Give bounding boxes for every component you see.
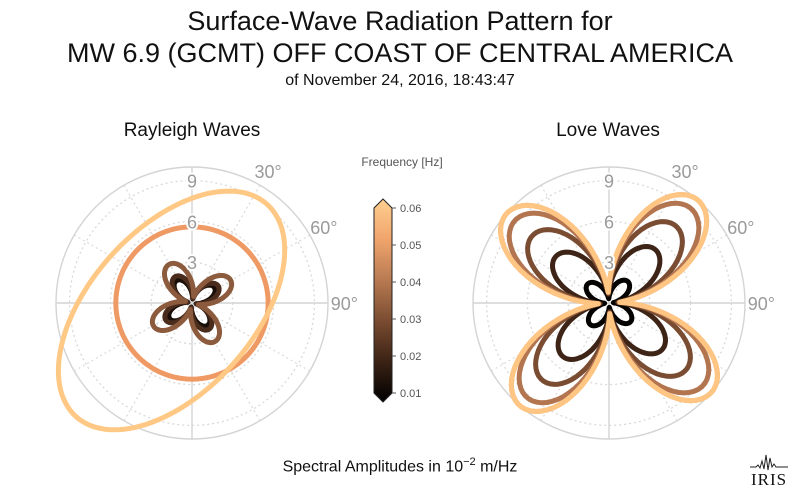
radial-tick-label-6: 6 [604,212,614,232]
chart-title-line-1: Surface-Wave Radiation Pattern for [187,6,613,36]
colorbar-tick-label-0.06: 0.06 [400,203,421,215]
logo-text: IRIS [750,470,788,489]
frequency-colorbar: 0.01 0.02 0.03 0.04 0.05 0.06 [373,198,421,403]
angle-tick-label-30: 30° [255,162,282,182]
radial-tick-label-3: 3 [604,253,614,273]
radial-tick-label-9: 9 [187,172,197,192]
radial-tick-label-9: 9 [604,172,614,192]
units-suffix: m/Hz [475,458,518,476]
units-exponent: −2 [463,456,476,468]
rayleigh-plot-title: Rayleigh Waves [123,120,261,141]
colorbar-tick-label-0.01: 0.01 [400,388,421,400]
iris-logo: IRIS [748,452,790,490]
chart-title-line-3: of November 24, 2016, 18:43:47 [285,72,515,89]
rayleigh-polar-plot: 3 6 9 30° 60° 90° [55,160,360,440]
rayleigh-curve-0.06-hz [55,188,288,433]
angle-tick-label-90: 90° [748,294,775,314]
love-polar-plot: 3 6 9 30° 60° 90° [472,160,777,440]
love-curve-0.06-hz [498,192,720,414]
love-plot-title: Love Waves [556,120,660,141]
angle-tick-label-30: 30° [672,162,699,182]
love-curve-0.01-hz [583,277,635,329]
colorbar-gradient [373,198,393,403]
colorbar-tick-label-0.05: 0.05 [400,240,421,252]
angle-tick-label-90: 90° [331,294,358,314]
angle-tick-label-60: 60° [727,218,754,238]
angle-tick-label-60: 60° [310,218,337,238]
amplitude-units-label: Spectral Amplitudes in 10−2 m/Hz [0,456,800,476]
rayleigh-curve-0.03-hz [149,260,235,346]
colorbar-tick-label-0.02: 0.02 [400,351,421,363]
colorbar-tick-label-0.04: 0.04 [400,277,421,289]
rayleigh-curve-0.045-hz [113,224,271,382]
chart-title-line-2: MW 6.9 (GCMT) OFF COAST OF CENTRAL AMERI… [66,38,734,68]
colorbar-label: Frequency [Hz] [361,155,443,169]
seismogram-icon [750,454,788,471]
colorbar-tick-label-0.03: 0.03 [400,314,421,326]
radial-tick-label-6: 6 [187,212,197,232]
radial-tick-label-3: 3 [187,253,197,273]
units-prefix: Spectral Amplitudes in 10 [282,458,464,476]
